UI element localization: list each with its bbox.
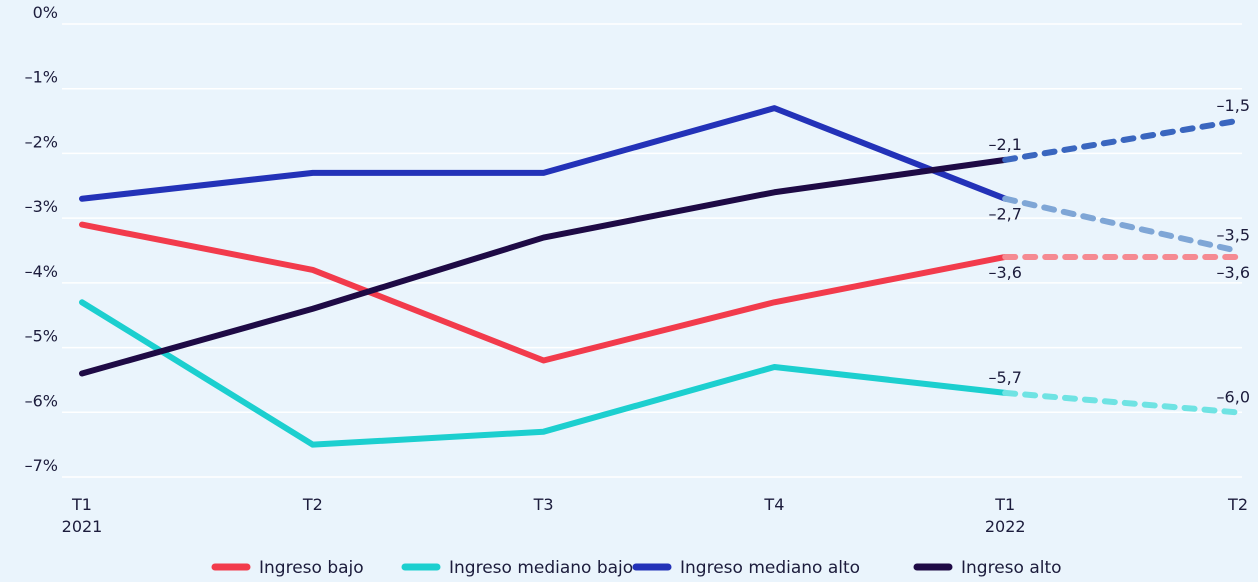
y-tick-label: –2% — [25, 132, 58, 151]
y-tick-label: –7% — [25, 456, 58, 475]
data-label: –3,6 — [1217, 263, 1250, 282]
series-projection-line-1 — [1002, 389, 1239, 416]
y-tick-label: –1% — [25, 68, 58, 87]
data-label: –2,1 — [988, 135, 1021, 154]
x-tick-label: T4 — [763, 495, 784, 514]
x-tick-year-label: 2022 — [985, 517, 1026, 536]
series-line-3 — [79, 156, 1009, 377]
x-tick-label: T3 — [533, 495, 554, 514]
series-projection-line-3 — [1002, 118, 1239, 163]
y-tick-label: 0% — [33, 3, 58, 22]
y-tick-label: –4% — [25, 262, 58, 281]
series-projection-line-2 — [1002, 195, 1239, 254]
legend-label: Ingreso mediano alto — [680, 558, 860, 578]
series-line-2 — [79, 105, 1009, 202]
data-label: –6,0 — [1217, 387, 1250, 406]
legend-label: Ingreso mediano bajo — [449, 558, 633, 578]
series-line-1 — [79, 299, 1009, 448]
data-label: –3,6 — [988, 263, 1021, 282]
x-tick-label: T1 — [994, 495, 1015, 514]
legend-label: Ingreso alto — [961, 558, 1062, 578]
series-line-0 — [79, 221, 1009, 364]
data-label: –5,7 — [988, 368, 1021, 387]
x-tick-label: T2 — [302, 495, 323, 514]
x-tick-label: T1 — [71, 495, 92, 514]
data-label: –3,5 — [1217, 226, 1250, 245]
data-label: –2,7 — [988, 205, 1021, 224]
x-tick-label: T2 — [1227, 495, 1248, 514]
data-label: –1,5 — [1217, 96, 1250, 115]
y-tick-label: –6% — [25, 391, 58, 410]
y-tick-label: –5% — [25, 327, 58, 346]
x-tick-year-label: 2021 — [62, 517, 103, 536]
y-tick-label: –3% — [25, 197, 58, 216]
legend-label: Ingreso bajo — [259, 558, 364, 578]
